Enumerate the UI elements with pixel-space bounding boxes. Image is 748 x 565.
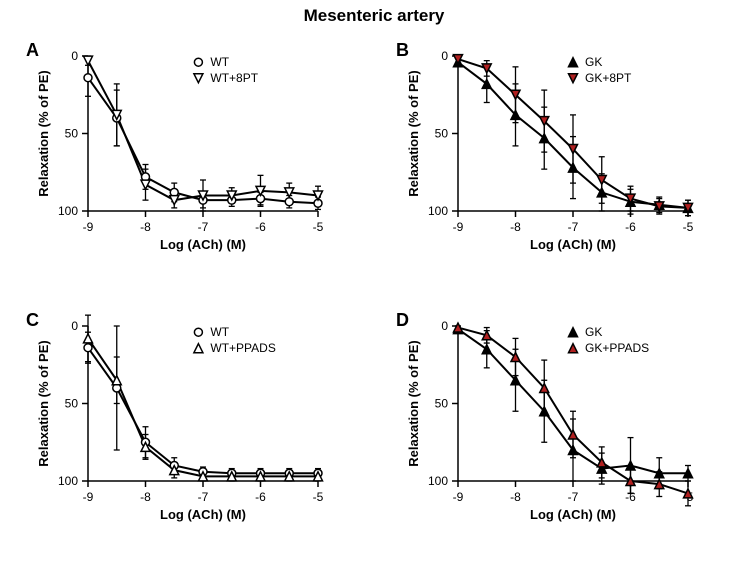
panel-B: B 0 50 100 -9 -8 -7 -6 -5 Log (ACh) (M) Relaxation… — [390, 38, 720, 268]
x-tick-label: -9 — [453, 490, 464, 504]
x-tick-label: -6 — [255, 490, 266, 504]
y-tick-label: 50 — [435, 397, 449, 411]
chart-C: 0 50 100 -9 -8 -7 -6 -5 Log (ACh) (M) Relaxation … — [20, 308, 350, 538]
y-axis-label: Relaxation (% of PE) — [406, 70, 421, 196]
y-axis-label: Relaxation (% of PE) — [36, 340, 51, 466]
x-tick-label: -5 — [313, 490, 324, 504]
y-tick-label: 50 — [65, 397, 79, 411]
chart-A: 0 50 100 -9 -8 -7 -6 -5 Log (ACh) (M) Relaxation … — [20, 38, 350, 268]
legend-label: WT+8PT — [210, 71, 258, 85]
data-point — [84, 74, 92, 82]
legend-marker — [194, 74, 203, 83]
x-axis-label: Log (ACh) (M) — [160, 237, 246, 252]
y-tick-label: 0 — [441, 49, 448, 63]
legend-label: GK — [585, 325, 602, 339]
legend-label: GK+8PT — [585, 71, 632, 85]
y-tick-label: 50 — [65, 127, 79, 141]
panel-label: B — [396, 40, 409, 61]
x-tick-label: -7 — [568, 490, 579, 504]
x-axis-label: Log (ACh) (M) — [160, 507, 246, 522]
y-tick-label: 0 — [71, 319, 78, 333]
data-point — [141, 180, 150, 189]
y-axis-label: Relaxation (% of PE) — [406, 340, 421, 466]
data-point — [84, 344, 92, 352]
x-tick-label: -9 — [83, 490, 94, 504]
legend-marker — [569, 74, 578, 83]
x-tick-label: -7 — [568, 220, 579, 234]
figure-title: Mesenteric artery — [0, 6, 748, 26]
x-tick-label: -5 — [313, 220, 324, 234]
y-axis-label: Relaxation (% of PE) — [36, 70, 51, 196]
legend-marker — [194, 328, 202, 336]
x-tick-label: -8 — [510, 490, 521, 504]
x-tick-label: -7 — [198, 490, 209, 504]
panel-D: D050100-9-8-7-6-5Log (ACh) (M)Relaxation… — [390, 308, 720, 538]
panel-A: A 0 50 100 -9 -8 -7 -6 -5 Log (ACh) (M) Relaxation… — [20, 38, 350, 268]
x-tick-label: -8 — [140, 490, 151, 504]
x-tick-label: -6 — [255, 220, 266, 234]
y-tick-label: 100 — [58, 204, 78, 218]
chart-B: 0 50 100 -9 -8 -7 -6 -5 Log (ACh) (M) Relaxation … — [390, 38, 720, 268]
y-tick-label: 0 — [71, 49, 78, 63]
legend-marker — [569, 344, 578, 353]
legend-marker — [569, 328, 578, 337]
figure: Mesenteric artery A 0 50 100 -9 -8 -7 -6 -5 Log (… — [0, 0, 748, 565]
x-tick-label: -8 — [510, 220, 521, 234]
data-point — [569, 430, 578, 439]
legend-marker — [194, 58, 202, 66]
legend-label: WT — [210, 55, 229, 69]
x-axis-label: Log (ACh) (M) — [530, 237, 616, 252]
legend-label: GK — [585, 55, 602, 69]
legend-label: WT+PPADS — [210, 341, 275, 355]
x-tick-label: -6 — [625, 220, 636, 234]
x-tick-label: -8 — [140, 220, 151, 234]
chart-D: 050100-9-8-7-6-5Log (ACh) (M)Relaxation … — [390, 308, 720, 538]
legend-label: GK+PPADS — [585, 341, 649, 355]
y-tick-label: 50 — [435, 127, 449, 141]
data-point — [84, 56, 93, 65]
y-tick-label: 100 — [428, 474, 448, 488]
panel-label: C — [26, 310, 39, 331]
legend-marker — [194, 344, 203, 353]
x-tick-label: -9 — [83, 220, 94, 234]
panel-C: C 0 50 100 -9 -8 -7 -6 -5 Log (ACh) (M) Relaxation… — [20, 308, 350, 538]
panel-label: A — [26, 40, 39, 61]
x-tick-label: -5 — [683, 220, 694, 234]
x-tick-label: -9 — [453, 220, 464, 234]
data-point — [84, 334, 93, 343]
y-tick-label: 100 — [428, 204, 448, 218]
data-point — [285, 198, 293, 206]
y-tick-label: 0 — [441, 319, 448, 333]
legend-label: WT — [210, 325, 229, 339]
panel-label: D — [396, 310, 409, 331]
x-axis-label: Log (ACh) (M) — [530, 507, 616, 522]
y-tick-label: 100 — [58, 474, 78, 488]
legend-marker — [569, 58, 578, 67]
x-tick-label: -7 — [198, 220, 209, 234]
